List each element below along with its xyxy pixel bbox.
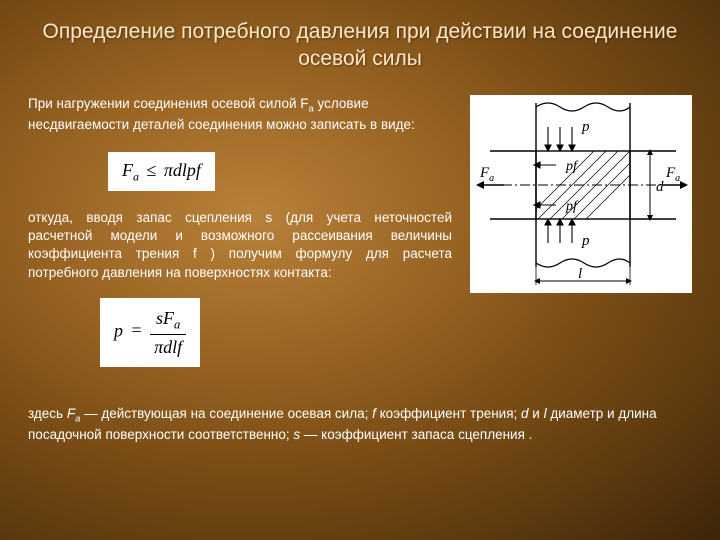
f2-fraction: sFa πdlf xyxy=(150,306,186,359)
f2-num-sub: a xyxy=(174,318,180,332)
f2-num-a: sF xyxy=(156,308,174,328)
f1-rel: ≤ xyxy=(144,160,160,180)
diagram-column: p p pf pf xyxy=(470,95,692,293)
label-pf-2: pf xyxy=(565,199,579,214)
f2-eq: = xyxy=(128,320,146,340)
footer-note: здесь Fa — действующая на соединение осе… xyxy=(28,405,688,445)
f2-lhs: p xyxy=(114,320,123,340)
f1-lhs-sub: a xyxy=(133,170,139,184)
f1-rhs: πdlpf xyxy=(164,160,201,180)
label-p-bottom: p xyxy=(581,233,590,249)
f1-lhs: F xyxy=(122,160,133,180)
slide-root: Определение потребного давления при дейс… xyxy=(0,0,720,540)
f2-den: πdlf xyxy=(150,335,186,359)
para1-prefix: При нагружении соединения осевой силой F xyxy=(28,96,309,111)
label-d: d xyxy=(656,179,664,195)
diagram-svg: p p pf pf xyxy=(470,95,692,293)
f2-num: sFa xyxy=(150,306,186,335)
press-fit-diagram: p p pf pf xyxy=(470,95,692,293)
text-column: При нагружении соединения осевой силой F… xyxy=(28,95,452,377)
label-p-top: p xyxy=(581,119,590,135)
paragraph-2: откуда, вводя запас сцепления s (для уче… xyxy=(28,209,452,282)
paragraph-1: При нагружении соединения осевой силой F… xyxy=(28,95,452,135)
formula-2: p = sFa πdlf xyxy=(100,298,200,367)
label-fa-left: Fa xyxy=(479,165,494,184)
label-pf-1: pf xyxy=(565,159,579,174)
label-fa-right: Fa xyxy=(665,165,680,184)
slide-title: Определение потребного давления при дейс… xyxy=(28,18,692,73)
label-l: l xyxy=(578,266,582,282)
formula-1: Fa ≤ πdlpf xyxy=(108,152,215,191)
body-row: При нагружении соединения осевой силой F… xyxy=(28,95,692,377)
